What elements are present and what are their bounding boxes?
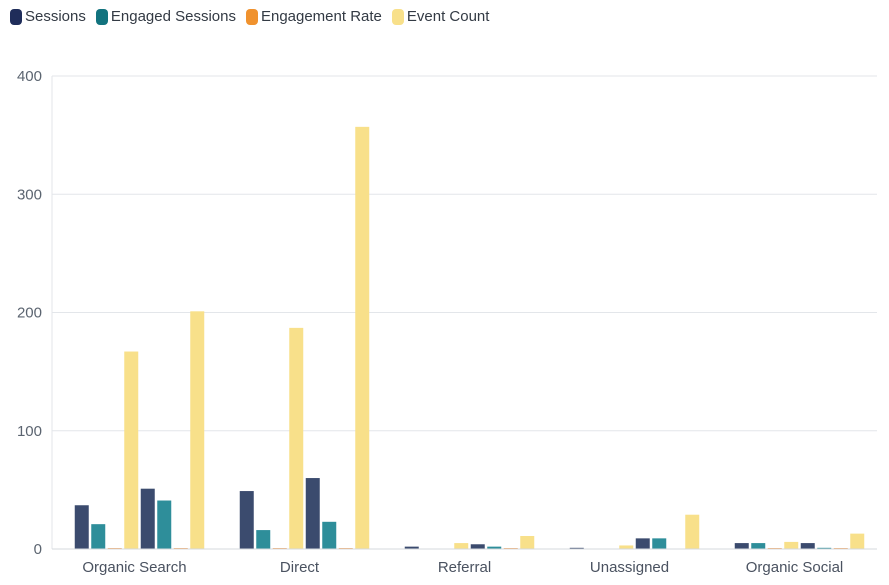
bar-event-count	[289, 327, 304, 549]
legend-item-event-count[interactable]: Event Count	[391, 8, 490, 25]
bar-event-count	[355, 126, 370, 549]
legend-item-engaged-sessions[interactable]: Engaged Sessions	[95, 8, 236, 25]
bar-sessions	[140, 488, 155, 549]
bar-engaged-sessions	[487, 546, 502, 549]
legend-label-sessions: Sessions	[25, 8, 86, 25]
bar-event-count	[619, 545, 634, 549]
bar-event-count	[190, 311, 205, 549]
y-tick-label: 0	[34, 541, 42, 558]
bar-engaged-sessions	[322, 521, 337, 549]
bar-event-count	[454, 543, 469, 549]
legend-label-engagement-rate: Engagement Rate	[260, 8, 382, 25]
bar-event-count	[850, 533, 865, 549]
bar-sessions	[635, 538, 650, 549]
bar-sessions	[239, 491, 254, 549]
y-tick-label: 300	[17, 186, 42, 203]
legend-item-engagement-rate[interactable]: Engagement Rate	[245, 8, 382, 25]
x-tick-label: Organic Search	[82, 559, 186, 576]
bar-sessions	[734, 543, 749, 549]
x-tick-label: Direct	[280, 559, 320, 576]
bar-sessions	[74, 505, 89, 549]
bar-sessions	[470, 544, 485, 549]
bar-event-count	[124, 351, 139, 549]
legend-label-event-count: Event Count	[406, 8, 490, 25]
bar-engaged-sessions	[652, 538, 667, 549]
y-tick-label: 200	[17, 305, 42, 322]
bar-sessions	[305, 478, 320, 549]
legend-swatch-engaged-sessions	[95, 8, 108, 25]
y-tick-label: 400	[17, 68, 42, 85]
bar-engaged-sessions	[817, 547, 832, 549]
bar-engaged-sessions	[751, 543, 766, 549]
bar-engaged-sessions	[157, 500, 172, 549]
legend-label-engaged-sessions: Engaged Sessions	[110, 8, 236, 25]
x-tick-label: Organic Social	[746, 559, 844, 576]
legend-swatch-event-count	[391, 8, 404, 25]
legend-item-sessions[interactable]: Sessions	[10, 8, 86, 25]
bar-event-count	[520, 535, 535, 549]
y-tick-label: 100	[17, 423, 42, 440]
legend-swatch-engagement-rate	[245, 8, 258, 25]
bar-sessions	[404, 546, 419, 549]
bar-engaged-sessions	[91, 524, 106, 549]
x-tick-label: Unassigned	[590, 559, 669, 576]
bar-sessions	[800, 543, 815, 549]
chart-legend: Sessions Engaged Sessions Engagement Rat…	[10, 8, 489, 25]
x-tick-label: Referral	[438, 559, 491, 576]
bar-event-count	[784, 541, 799, 549]
bar-sessions	[569, 547, 584, 549]
legend-swatch-sessions	[10, 8, 22, 25]
bar-event-count	[685, 514, 700, 549]
bar-engaged-sessions	[256, 530, 271, 549]
